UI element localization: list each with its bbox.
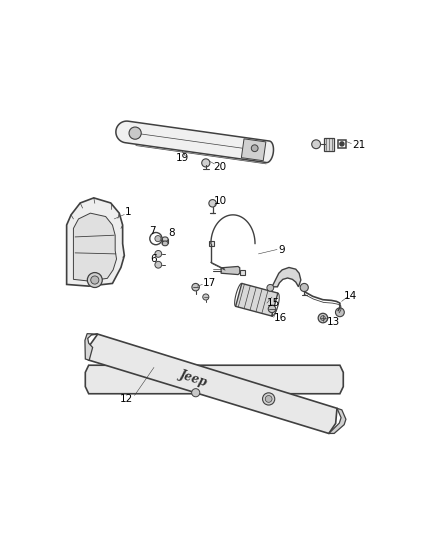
FancyBboxPatch shape [209,241,214,246]
Polygon shape [67,198,124,286]
Circle shape [318,313,328,323]
Text: 6: 6 [150,254,156,264]
Ellipse shape [162,237,168,241]
Text: 12: 12 [120,394,133,404]
Circle shape [251,145,258,151]
Text: 20: 20 [213,163,226,172]
Circle shape [202,159,210,167]
Text: 15: 15 [267,298,280,308]
Polygon shape [329,408,346,433]
Polygon shape [85,334,98,360]
Circle shape [155,261,162,268]
Polygon shape [88,334,337,433]
Circle shape [150,232,162,245]
Circle shape [129,127,141,139]
Circle shape [321,316,325,320]
Text: 17: 17 [203,278,216,288]
Circle shape [267,285,274,291]
Circle shape [192,284,199,291]
Text: 10: 10 [213,196,226,206]
Text: 16: 16 [274,313,287,324]
Circle shape [262,393,275,405]
Text: 13: 13 [326,317,340,327]
Circle shape [312,140,321,149]
Circle shape [87,272,102,287]
Polygon shape [236,284,278,316]
Circle shape [155,236,161,241]
Circle shape [340,142,344,146]
Circle shape [155,251,162,257]
Polygon shape [85,365,343,394]
Polygon shape [272,268,301,287]
Polygon shape [74,213,117,281]
Polygon shape [116,121,273,163]
FancyBboxPatch shape [324,138,334,151]
Ellipse shape [162,241,168,246]
Text: 8: 8 [168,228,174,238]
Text: 7: 7 [149,226,155,236]
Circle shape [91,276,99,284]
Polygon shape [241,139,266,161]
Text: 9: 9 [279,246,286,255]
Polygon shape [221,266,240,274]
Circle shape [268,305,276,313]
FancyBboxPatch shape [338,140,346,148]
Circle shape [192,389,200,397]
Circle shape [300,284,308,292]
Text: 19: 19 [175,153,189,163]
Circle shape [336,308,344,317]
Text: 14: 14 [343,292,357,301]
FancyBboxPatch shape [240,270,245,274]
Circle shape [203,294,209,300]
Circle shape [209,199,216,207]
Text: Jeep: Jeep [178,367,210,389]
Text: 21: 21 [352,140,365,150]
Text: 1: 1 [124,207,131,217]
Circle shape [265,395,272,402]
